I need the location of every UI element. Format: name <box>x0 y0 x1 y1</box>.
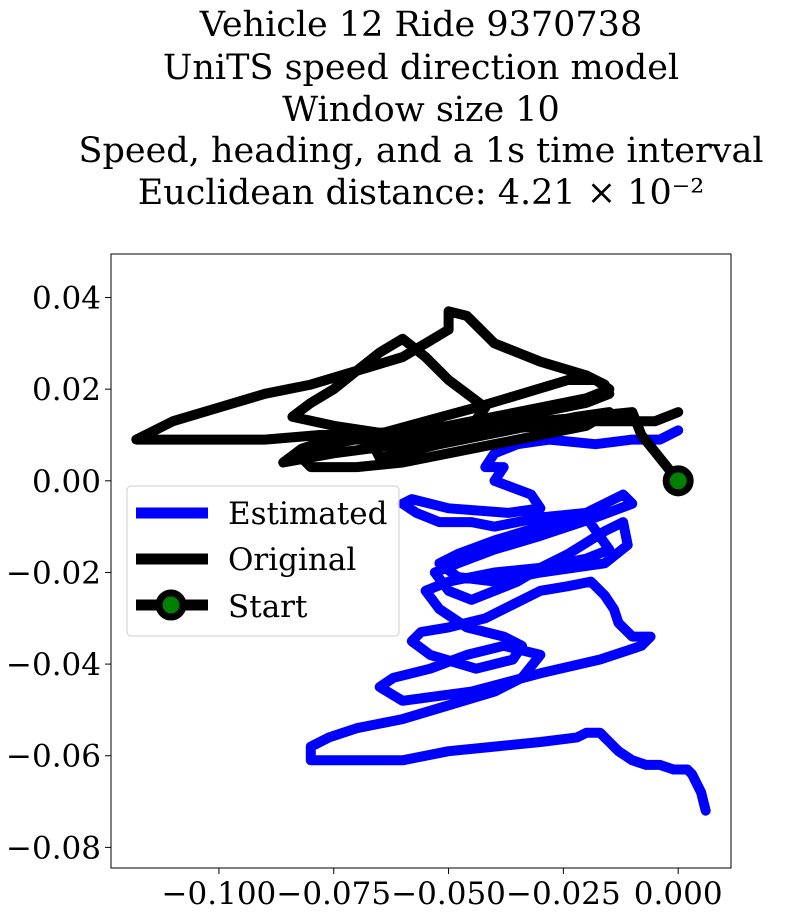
x-tick-label: −0.075 <box>276 876 391 912</box>
plot-area-frame <box>110 253 732 869</box>
y-tick-label: 0.04 <box>32 281 101 317</box>
y-tick-label: −0.02 <box>6 555 101 591</box>
series-line-original <box>131 306 684 486</box>
title-line-2: UniTS speed direction model <box>163 48 679 88</box>
y-tick-label: 0.02 <box>32 372 101 408</box>
start-marker <box>662 465 694 497</box>
title-line-3: Window size 10 <box>282 90 560 130</box>
series-line-estimated <box>305 425 711 816</box>
x-tick-label: −0.025 <box>506 876 621 912</box>
legend-label-original: Original <box>228 542 356 578</box>
x-tick-label: 0.000 <box>634 876 723 912</box>
y-tick-label: −0.04 <box>6 647 101 683</box>
legend-frame <box>126 485 400 637</box>
legend-label-start: Start <box>228 589 308 625</box>
y-tick-label: −0.08 <box>6 830 101 866</box>
title-line-1: Vehicle 12 Ride 9370738 <box>199 5 642 45</box>
legend-label-estimated: Estimated <box>228 496 387 532</box>
legend: Estimated Original Start <box>126 485 400 637</box>
chart-title: Vehicle 12 Ride 9370738 UniTS speed dire… <box>78 5 763 213</box>
legend-swatch-start-marker <box>155 589 187 621</box>
title-line-5: Euclidean distance: 4.21 × 10⁻² <box>138 173 705 213</box>
y-axis: 0.04 0.02 0.00 −0.02 −0.04 −0.06 −0.08 <box>6 281 111 866</box>
y-tick-label: −0.06 <box>6 739 101 775</box>
series-layer <box>131 306 711 816</box>
x-tick-label: −0.050 <box>391 876 506 912</box>
title-line-4: Speed, heading, and a 1s time interval <box>78 131 763 171</box>
x-axis: −0.100 −0.075 −0.050 −0.025 0.000 <box>162 868 723 912</box>
x-tick-label: −0.100 <box>162 876 277 912</box>
y-tick-label: 0.00 <box>32 464 101 500</box>
